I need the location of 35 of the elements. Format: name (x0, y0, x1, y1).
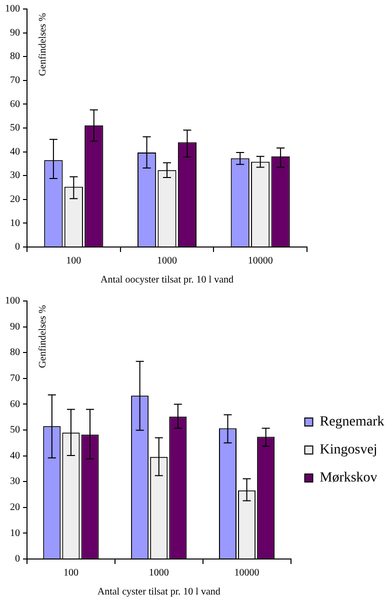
y-tick-label: 0 (15, 554, 20, 565)
x-tick-label: 100 (63, 568, 78, 579)
y-tick-label: 100 (5, 4, 20, 15)
y-tick-label: 60 (10, 98, 20, 110)
y-axis-title: Genfindelses % (38, 305, 49, 368)
x-axis-title: Antal cyster tilsat pr. 10 l vand (97, 586, 220, 598)
y-tick-label: 80 (10, 347, 20, 358)
y-tick-label: 50 (10, 122, 20, 134)
y-tick-label: 0 (15, 242, 20, 253)
y-tick-label: 10 (10, 218, 20, 229)
legend-label: Regnemark (320, 414, 384, 430)
x-tick-label: 10000 (234, 568, 260, 579)
y-tick-label: 40 (10, 146, 20, 158)
y-tick-label: 60 (10, 398, 20, 410)
y-tick-label: 30 (10, 476, 20, 488)
legend-label: Kingosvej (320, 442, 378, 458)
y-tick-label: 50 (10, 424, 20, 436)
y-tick-label: 90 (10, 27, 20, 38)
y-tick-label: 70 (10, 75, 20, 86)
legend-label: Mørkskov (320, 470, 378, 486)
y-tick-label: 30 (10, 170, 20, 182)
y-tick-label: 90 (10, 321, 20, 332)
y-tick-label: 100 (5, 296, 20, 307)
x-tick-label: 1000 (148, 568, 169, 579)
y-tick-label: 70 (10, 373, 20, 384)
x-tick-label: 100 (66, 256, 82, 267)
y-axis-title: Genfindelses % (38, 13, 49, 76)
x-tick-label: 1000 (157, 256, 177, 267)
y-tick-label: 20 (10, 502, 20, 514)
x-tick-label: 10000 (248, 256, 273, 267)
y-tick-label: 40 (10, 450, 20, 462)
y-tick-label: 10 (10, 528, 20, 539)
x-axis-title: Antal oocyster tilsat pr. 10 l vand (100, 274, 234, 286)
y-tick-label: 80 (10, 51, 20, 62)
y-tick-label: 20 (10, 194, 20, 206)
